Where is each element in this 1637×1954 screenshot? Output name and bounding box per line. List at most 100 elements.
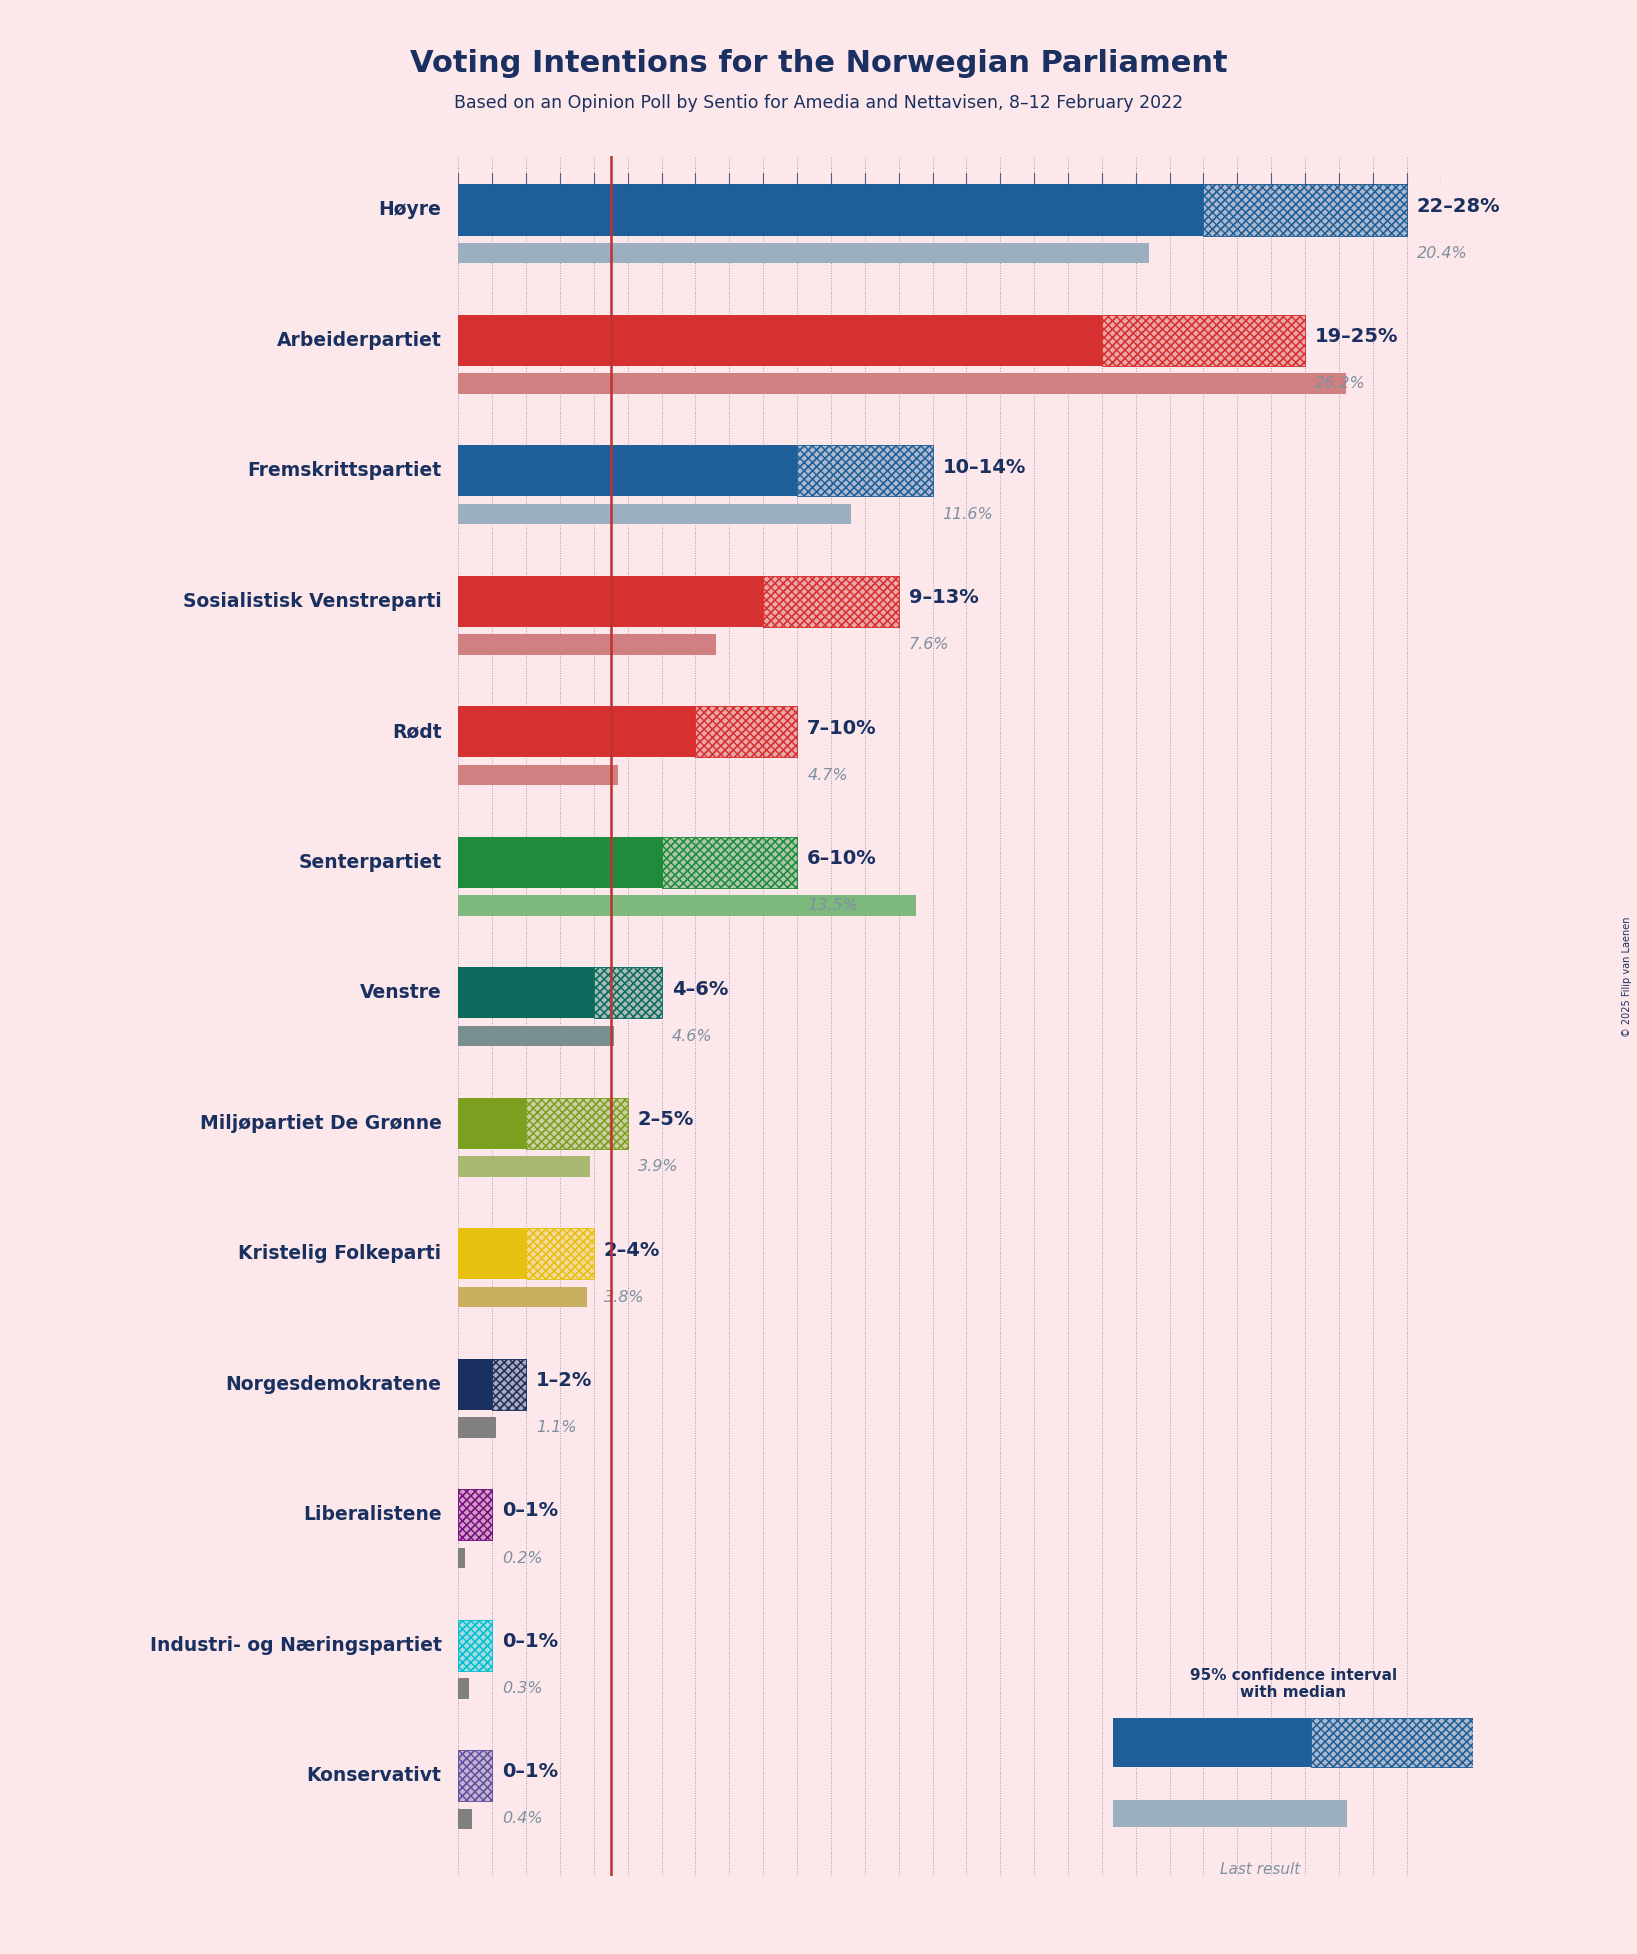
Text: 0.4%: 0.4% (503, 1811, 543, 1827)
Bar (458, 1751, 493, 1802)
Text: Venstre: Venstre (360, 983, 442, 1002)
Bar (458, 836, 661, 887)
Bar (525, 1098, 627, 1149)
Bar (493, 1358, 525, 1411)
Bar (458, 1098, 525, 1149)
Text: Voting Intentions for the Norwegian Parliament: Voting Intentions for the Norwegian Parl… (409, 49, 1228, 78)
Bar (458, 1358, 493, 1411)
Bar (458, 967, 594, 1018)
Bar (458, 1751, 493, 1802)
Bar (458, 576, 763, 627)
Text: 4–6%: 4–6% (671, 979, 728, 998)
Text: Senterpartiet: Senterpartiet (298, 852, 442, 871)
Text: 95% confidence interval
with median: 95% confidence interval with median (1190, 1667, 1396, 1700)
Text: 10–14%: 10–14% (943, 457, 1026, 477)
Text: Rødt: Rødt (391, 723, 442, 741)
Bar (458, 446, 797, 496)
Bar (525, 1229, 594, 1280)
Text: © 2025 Filip van Laenen: © 2025 Filip van Laenen (1622, 916, 1632, 1038)
Bar (1311, 1718, 1473, 1766)
Bar (1203, 184, 1406, 236)
Text: 11.6%: 11.6% (943, 506, 994, 522)
Text: 22–28%: 22–28% (1418, 197, 1501, 215)
Text: Sosialistisk Venstreparti: Sosialistisk Venstreparti (183, 592, 442, 612)
Text: Last result: Last result (1220, 1862, 1301, 1878)
Bar (525, 1098, 627, 1149)
Text: Arbeiderpartiet: Arbeiderpartiet (277, 330, 442, 350)
Bar (458, 504, 851, 524)
Bar (458, 895, 915, 916)
Bar (493, 1358, 525, 1411)
Bar (493, 1358, 525, 1411)
Bar (661, 836, 797, 887)
Text: Fremskrittspartiet: Fremskrittspartiet (247, 461, 442, 481)
Text: Industri- og Næringspartiet: Industri- og Næringspartiet (149, 1635, 442, 1655)
Text: 2–5%: 2–5% (638, 1110, 694, 1129)
Text: 0–1%: 0–1% (503, 1763, 558, 1782)
Text: 3.9%: 3.9% (638, 1159, 678, 1174)
Bar (458, 1620, 493, 1671)
Bar (1311, 1718, 1473, 1766)
Bar (797, 446, 933, 496)
Bar (458, 242, 1149, 264)
Bar (661, 836, 797, 887)
Text: 0.2%: 0.2% (503, 1551, 543, 1565)
Text: Based on an Opinion Poll by Sentio for Amedia and Nettavisen, 8–12 February 2022: Based on an Opinion Poll by Sentio for A… (453, 94, 1184, 111)
Text: 0–1%: 0–1% (503, 1632, 558, 1651)
Bar (763, 576, 899, 627)
Bar (763, 576, 899, 627)
Text: 9–13%: 9–13% (909, 588, 979, 608)
Bar (661, 836, 797, 887)
Bar (458, 635, 715, 655)
Bar (696, 705, 797, 758)
Bar (458, 1026, 614, 1047)
Text: 4.6%: 4.6% (671, 1028, 712, 1043)
Bar (458, 1548, 465, 1569)
Bar (525, 1229, 594, 1280)
Bar (1102, 315, 1305, 365)
Bar (1102, 315, 1305, 365)
Bar (696, 705, 797, 758)
Bar (458, 705, 696, 758)
Bar (594, 967, 661, 1018)
Bar (1102, 315, 1305, 365)
Text: Kristelig Folkeparti: Kristelig Folkeparti (239, 1245, 442, 1262)
Bar (458, 1620, 493, 1671)
Bar (458, 1620, 493, 1671)
Bar (458, 373, 1346, 395)
Text: 20.4%: 20.4% (1418, 246, 1468, 260)
Text: 7–10%: 7–10% (807, 719, 877, 737)
Bar (1203, 184, 1406, 236)
Bar (763, 576, 899, 627)
Bar (594, 967, 661, 1018)
Text: 0.3%: 0.3% (503, 1680, 543, 1696)
Text: 2–4%: 2–4% (604, 1241, 660, 1260)
Text: 26.2%: 26.2% (1315, 377, 1365, 391)
Bar (458, 1417, 496, 1438)
Bar (1203, 184, 1406, 236)
Bar (458, 184, 1203, 236)
Text: 19–25%: 19–25% (1315, 326, 1398, 346)
Text: Miljøpartiet De Grønne: Miljøpartiet De Grønne (200, 1114, 442, 1133)
Bar (458, 1288, 588, 1307)
Bar (458, 315, 1102, 365)
Bar (797, 446, 933, 496)
Bar (525, 1098, 627, 1149)
Text: Høyre: Høyre (378, 201, 442, 219)
Bar (458, 1751, 493, 1802)
Bar (458, 764, 617, 786)
Bar (797, 446, 933, 496)
Text: Konservativt: Konservativt (306, 1766, 442, 1786)
Bar (458, 1157, 591, 1176)
Bar (525, 1229, 594, 1280)
Text: 4.7%: 4.7% (807, 768, 848, 784)
Bar (458, 1678, 468, 1698)
Text: 1.1%: 1.1% (537, 1421, 576, 1434)
Text: 1–2%: 1–2% (537, 1372, 593, 1389)
Bar (458, 1489, 493, 1540)
Bar (696, 705, 797, 758)
Text: Liberalistene: Liberalistene (303, 1505, 442, 1524)
Text: 0–1%: 0–1% (503, 1501, 558, 1520)
Bar (594, 967, 661, 1018)
Bar (458, 1229, 525, 1280)
